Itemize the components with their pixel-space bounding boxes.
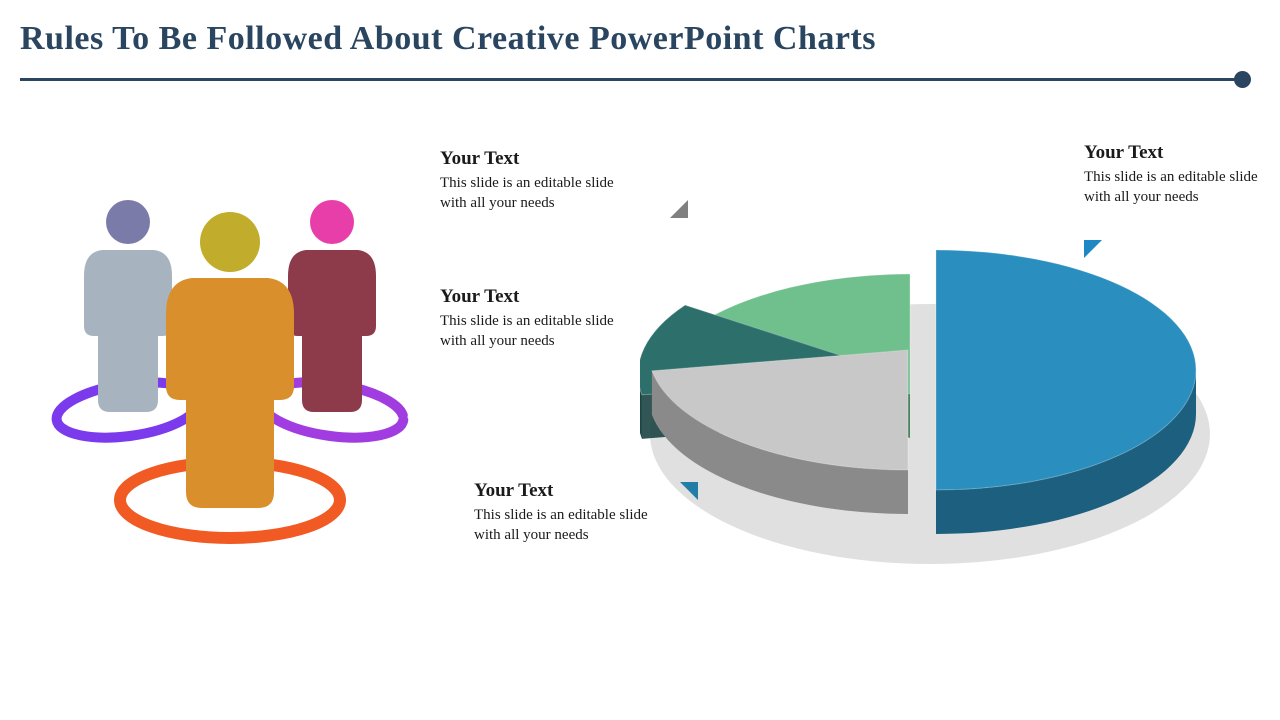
label-1-body: This slide is an editable slide with all…	[440, 174, 620, 213]
label-4-title: Your Text	[1084, 142, 1264, 164]
people-graphic	[40, 170, 420, 550]
pie-svg	[640, 200, 1260, 600]
people-svg	[40, 170, 420, 550]
label-2-body: This slide is an editable slide with all…	[440, 312, 620, 351]
label-3-body: This slide is an editable slide with all…	[474, 506, 654, 545]
title-rule	[20, 78, 1250, 81]
slide-title: Rules To Be Followed About Creative Powe…	[20, 20, 876, 58]
label-2: Your Text This slide is an editable slid…	[440, 286, 620, 351]
label-3-title: Your Text	[474, 480, 654, 502]
label-4: Your Text This slide is an editable slid…	[1084, 142, 1264, 207]
label-1-title: Your Text	[440, 148, 620, 170]
label-1: Your Text This slide is an editable slid…	[440, 148, 620, 213]
label-3: Your Text This slide is an editable slid…	[474, 480, 654, 545]
slide-root: Rules To Be Followed About Creative Powe…	[0, 0, 1280, 720]
label-2-title: Your Text	[440, 286, 620, 308]
pie-chart	[640, 200, 1200, 560]
rule-dot-icon	[1234, 71, 1251, 88]
